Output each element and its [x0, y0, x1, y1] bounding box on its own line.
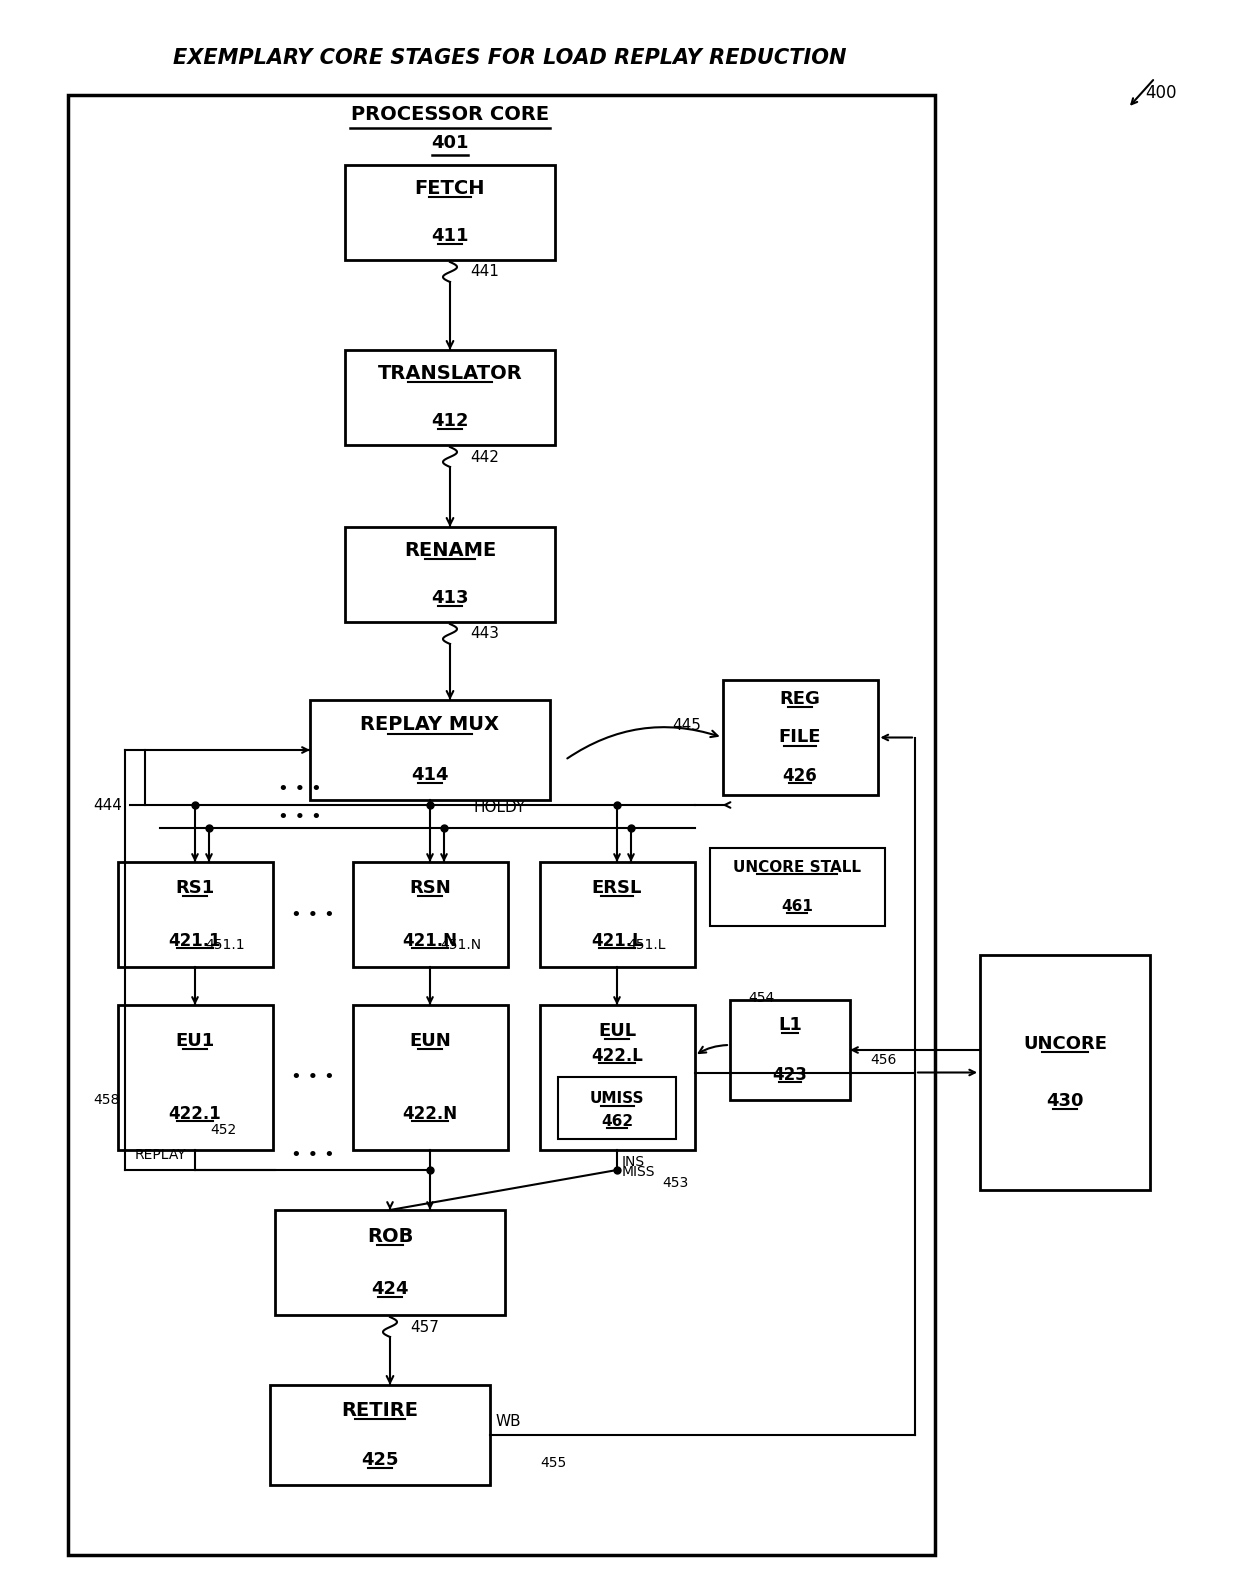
- Text: 422.N: 422.N: [403, 1105, 458, 1122]
- Text: 426: 426: [782, 767, 817, 785]
- Text: 421.L: 421.L: [591, 932, 642, 949]
- Bar: [68, 95, 935, 1555]
- Text: 453: 453: [662, 1176, 688, 1190]
- Text: EU1: EU1: [175, 1032, 215, 1051]
- Text: RSN: RSN: [409, 880, 451, 897]
- Text: UMISS: UMISS: [590, 1090, 645, 1106]
- Text: 457: 457: [410, 1319, 439, 1335]
- Text: EUL: EUL: [598, 1022, 636, 1040]
- Text: RETIRE: RETIRE: [341, 1401, 419, 1420]
- Bar: [539, 862, 694, 967]
- Text: 445: 445: [672, 718, 701, 732]
- Text: L1: L1: [777, 1016, 802, 1033]
- Text: 451.1: 451.1: [205, 938, 244, 953]
- Bar: [345, 526, 556, 621]
- Text: • • •: • • •: [278, 780, 322, 797]
- Text: 443: 443: [470, 626, 498, 642]
- Text: 424: 424: [371, 1279, 409, 1298]
- Text: FILE: FILE: [779, 729, 821, 747]
- Bar: [558, 1076, 676, 1140]
- Text: 444: 444: [93, 797, 122, 813]
- Text: 412: 412: [432, 412, 469, 430]
- Text: 454: 454: [748, 991, 774, 1005]
- Bar: [310, 701, 551, 800]
- Bar: [980, 956, 1149, 1190]
- Text: 423: 423: [773, 1067, 807, 1084]
- Text: MISS: MISS: [622, 1165, 656, 1179]
- Text: 462: 462: [601, 1114, 634, 1129]
- Bar: [345, 165, 556, 260]
- Text: REPLAY MUX: REPLAY MUX: [361, 715, 500, 734]
- Bar: [709, 848, 884, 926]
- Text: REG: REG: [780, 689, 821, 708]
- Text: 421.N: 421.N: [403, 932, 458, 949]
- Text: 414: 414: [412, 766, 449, 785]
- Text: 458: 458: [94, 1094, 120, 1106]
- Text: INS: INS: [622, 1155, 645, 1170]
- Bar: [730, 1000, 849, 1100]
- Bar: [345, 350, 556, 445]
- Text: 400: 400: [1145, 84, 1177, 101]
- Text: 441: 441: [470, 265, 498, 279]
- Text: 430: 430: [1047, 1092, 1084, 1109]
- Text: RENAME: RENAME: [404, 540, 496, 560]
- Text: 425: 425: [361, 1450, 399, 1469]
- Bar: [275, 1209, 505, 1316]
- Bar: [723, 680, 878, 796]
- Text: 455: 455: [539, 1457, 567, 1469]
- Text: HOLDY: HOLDY: [474, 800, 526, 815]
- Text: 401: 401: [432, 135, 469, 152]
- Text: 422.L: 422.L: [591, 1046, 642, 1065]
- Text: RS1: RS1: [175, 880, 215, 897]
- Text: 456: 456: [870, 1054, 897, 1068]
- Text: 411: 411: [432, 227, 469, 246]
- Text: • • •: • • •: [278, 807, 322, 826]
- Text: 413: 413: [432, 590, 469, 607]
- Text: 422.1: 422.1: [169, 1105, 222, 1122]
- Bar: [118, 862, 273, 967]
- Text: REPLAY: REPLAY: [135, 1148, 187, 1162]
- Text: • • •: • • •: [290, 1146, 335, 1163]
- Text: 451.L: 451.L: [627, 938, 666, 953]
- Bar: [270, 1385, 490, 1485]
- Text: 451.N: 451.N: [440, 938, 481, 953]
- Bar: [352, 1005, 507, 1151]
- Bar: [539, 1005, 694, 1151]
- Text: TRANSLATOR: TRANSLATOR: [378, 365, 522, 384]
- Text: 452: 452: [210, 1124, 237, 1136]
- Text: ROB: ROB: [367, 1227, 413, 1246]
- Text: ERSL: ERSL: [591, 880, 642, 897]
- Text: EXEMPLARY CORE STAGES FOR LOAD REPLAY REDUCTION: EXEMPLARY CORE STAGES FOR LOAD REPLAY RE…: [174, 48, 847, 68]
- Text: 442: 442: [470, 450, 498, 464]
- Text: • • •: • • •: [290, 905, 335, 924]
- Bar: [352, 862, 507, 967]
- Text: EUN: EUN: [409, 1032, 451, 1051]
- Text: 461: 461: [781, 899, 813, 915]
- Text: • • •: • • •: [290, 1068, 335, 1086]
- Text: UNCORE STALL: UNCORE STALL: [733, 861, 861, 875]
- Text: 421.1: 421.1: [169, 932, 221, 949]
- Text: FETCH: FETCH: [414, 179, 485, 198]
- Bar: [118, 1005, 273, 1151]
- Text: UNCORE: UNCORE: [1023, 1035, 1107, 1054]
- Text: PROCESSOR CORE: PROCESSOR CORE: [351, 106, 549, 125]
- Text: WB: WB: [495, 1414, 521, 1430]
